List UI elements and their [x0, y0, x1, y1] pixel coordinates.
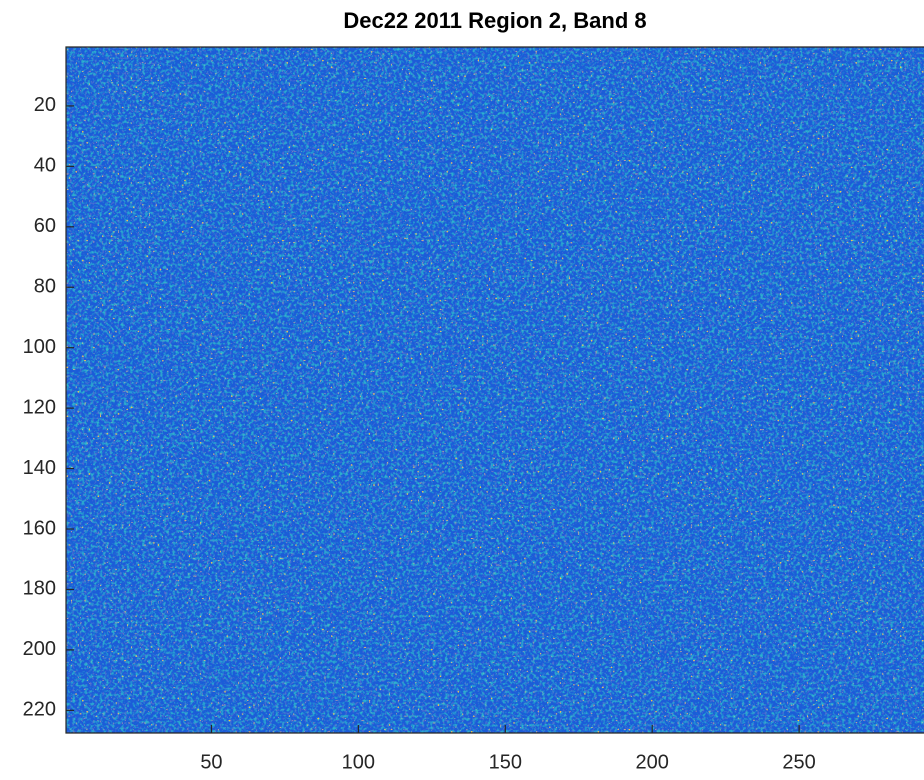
x-tick-label: 150	[489, 751, 522, 773]
axis-box	[65, 46, 924, 734]
y-tick-label: 180	[23, 578, 56, 600]
y-tick-label: 120	[23, 396, 56, 418]
y-tick-label: 80	[34, 276, 56, 298]
y-tick-label: 20	[34, 94, 56, 116]
x-tick-label: 50	[200, 751, 222, 773]
x-tick-label: 250	[782, 751, 815, 773]
y-tick-label: 100	[23, 336, 56, 358]
y-tick-label: 60	[34, 215, 56, 237]
heatmap-image	[66, 47, 924, 733]
y-tick-label: 40	[34, 155, 56, 177]
x-tick-label: 100	[342, 751, 375, 773]
x-tick-label: 200	[636, 751, 669, 773]
y-tick-label: 160	[23, 517, 56, 539]
y-tick-label: 140	[23, 457, 56, 479]
y-tick-label: 200	[23, 638, 56, 660]
y-tick-label: 220	[23, 699, 56, 721]
chart-title: Dec22 2011 Region 2, Band 8	[343, 8, 646, 33]
